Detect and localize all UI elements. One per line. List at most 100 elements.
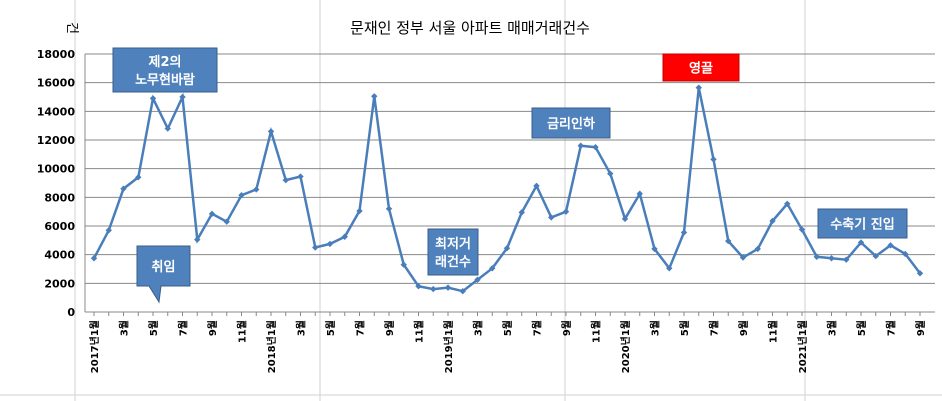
x-tick-label: 11월 xyxy=(768,320,780,343)
x-tick-label: 5월 xyxy=(679,320,691,336)
data-point xyxy=(149,95,157,102)
data-point xyxy=(415,283,422,290)
x-tick-label: 11월 xyxy=(591,320,603,343)
annotation-text: 노무현바람 xyxy=(135,72,195,88)
data-point xyxy=(164,125,171,132)
data-point xyxy=(503,245,511,252)
data-point xyxy=(179,93,186,101)
annotation-text: 최저거 xyxy=(435,237,471,252)
y-tick-label: 16000 xyxy=(37,77,76,90)
data-point xyxy=(105,227,112,234)
y-tick-label: 6000 xyxy=(44,220,75,233)
data-point xyxy=(356,207,363,215)
x-tick-label: 7월 xyxy=(355,320,367,336)
x-tick-label: 5월 xyxy=(856,320,868,336)
data-point xyxy=(90,255,98,262)
data-point xyxy=(371,93,378,100)
y-gridlines xyxy=(84,53,935,313)
data-point xyxy=(798,226,806,233)
annotation-box: 수축기 진입 xyxy=(817,208,908,239)
annotation-box: 금리인하 xyxy=(531,107,611,139)
data-point xyxy=(120,185,127,192)
annotation-text: 영끌 xyxy=(689,62,713,77)
x-tick-label: 11월 xyxy=(237,320,249,343)
annotation-callout-shape xyxy=(136,245,191,304)
plot-area xyxy=(90,84,924,295)
x-axis-ticks: 2017년1월 3월 5월 7월 9월 11월 2018년1월 3월 5월 7월 9월 11월 2019… xyxy=(88,312,927,373)
data-point xyxy=(621,215,629,223)
data-point xyxy=(916,270,924,277)
data-point xyxy=(253,186,260,193)
x-tick-label: 3월 xyxy=(119,320,131,336)
annotation-shape xyxy=(427,228,479,276)
data-point xyxy=(282,176,289,184)
data-point xyxy=(474,276,481,283)
x-tick-label: 2020년1월 xyxy=(619,320,632,373)
data-point xyxy=(666,265,673,272)
data-point xyxy=(267,128,275,135)
data-point xyxy=(135,174,142,181)
data-point xyxy=(784,200,791,207)
annotation-box: 영끌 xyxy=(662,53,740,82)
chart-title: 문재인 정부 서울 아파트 매매거래건수 xyxy=(350,19,590,37)
data-point xyxy=(312,244,319,251)
data-point xyxy=(725,237,732,245)
data-point xyxy=(208,210,216,218)
data-point xyxy=(459,288,466,295)
annotation-text: 취임 xyxy=(152,259,176,275)
x-tick-label: 7월 xyxy=(709,320,721,336)
data-point xyxy=(769,217,776,225)
annotation-text: 래건수 xyxy=(435,254,471,270)
data-point xyxy=(754,245,761,253)
y-axis-ticks: 0 2000 4000 6000 8000 10000 12000 14000 16000 180… xyxy=(37,48,76,319)
y-tick-label: 18000 xyxy=(37,48,76,61)
data-point xyxy=(651,245,658,253)
y-tick-label: 4000 xyxy=(44,249,75,262)
x-tick-label: 11월 xyxy=(414,320,426,343)
series-line xyxy=(92,87,921,293)
y-tick-label: 14000 xyxy=(37,105,76,118)
annotation-shape xyxy=(531,107,611,139)
x-tick-label: 5월 xyxy=(148,320,160,336)
annotation-shape xyxy=(662,53,740,82)
data-point xyxy=(902,250,909,258)
data-point xyxy=(843,256,850,263)
data-point xyxy=(400,261,407,268)
y-tick-label: 10000 xyxy=(37,163,76,176)
data-point xyxy=(577,142,584,149)
annotation-shape xyxy=(817,208,908,239)
x-tick-label: 9월 xyxy=(915,320,927,336)
data-point xyxy=(857,239,865,246)
data-point xyxy=(562,208,570,215)
y-tick-label: 8000 xyxy=(44,191,75,204)
data-point xyxy=(872,252,879,260)
x-tick-label: 2019년1월 xyxy=(442,320,455,373)
data-point xyxy=(194,236,201,243)
x-tick-label: 5월 xyxy=(502,320,514,336)
data-point xyxy=(518,209,525,216)
annotation-text: 수축기 진입 xyxy=(830,217,894,233)
annotation-box: 취임 xyxy=(136,245,191,304)
y-tick-label: 2000 xyxy=(44,277,75,290)
data-point xyxy=(887,242,894,249)
annotation-text: 제2의 xyxy=(149,54,182,70)
y-axis-unit-label: 건 xyxy=(64,22,79,34)
data-point xyxy=(489,265,496,272)
data-point xyxy=(592,143,599,151)
x-tick-label: 9월 xyxy=(384,320,396,336)
x-tick-label: 9월 xyxy=(207,320,219,336)
data-point xyxy=(238,191,245,199)
x-tick-label: 3월 xyxy=(296,320,308,336)
x-tick-label: 3월 xyxy=(650,320,662,336)
data-point xyxy=(341,233,348,240)
x-tick-label: 3월 xyxy=(827,320,839,336)
x-tick-label: 2017년1월 xyxy=(88,320,101,373)
data-point xyxy=(680,229,688,236)
data-point xyxy=(710,156,717,163)
data-point xyxy=(636,190,643,197)
x-tick-label: 3월 xyxy=(473,320,485,336)
data-point xyxy=(444,284,452,291)
